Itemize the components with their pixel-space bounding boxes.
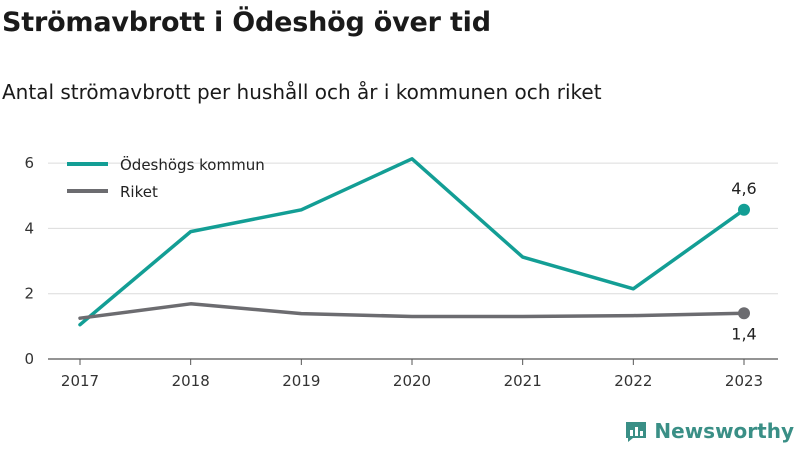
series-endpoint-kommun [738, 203, 750, 216]
bar-chart-logo-icon [626, 422, 647, 442]
series-line-riket [78, 302, 746, 320]
chart-subtitle: Antal strömavbrott per hushåll och år i … [2, 80, 602, 104]
series-line-kommun [78, 157, 746, 327]
y-tick-label: 2 [24, 285, 34, 303]
x-tick-label: 2022 [614, 372, 652, 390]
y-tick-label: 0 [24, 350, 34, 368]
series-endpoint-riket [738, 307, 750, 320]
legend-label: Riket [120, 183, 158, 201]
x-tick-label: 2019 [282, 372, 320, 390]
x-tick-label: 2020 [393, 372, 431, 390]
x-tick-label: 2021 [504, 372, 542, 390]
y-tick-label: 6 [24, 154, 34, 172]
legend-label: Ödeshögs kommun [120, 155, 265, 174]
data-label-riket: 1,4 [731, 324, 756, 343]
brand-name: Newsworthy [654, 419, 794, 443]
x-tick-label: 2023 [725, 372, 763, 390]
chart-title: Strömavbrott i Ödeshög över tid [2, 7, 491, 38]
x-tick-label: 2018 [172, 372, 210, 390]
newsworthy-brand: Newsworthy [624, 419, 794, 443]
y-tick-label: 4 [24, 219, 34, 237]
data-label-kommun: 4,6 [731, 179, 756, 198]
x-tick-label: 2017 [61, 372, 99, 390]
